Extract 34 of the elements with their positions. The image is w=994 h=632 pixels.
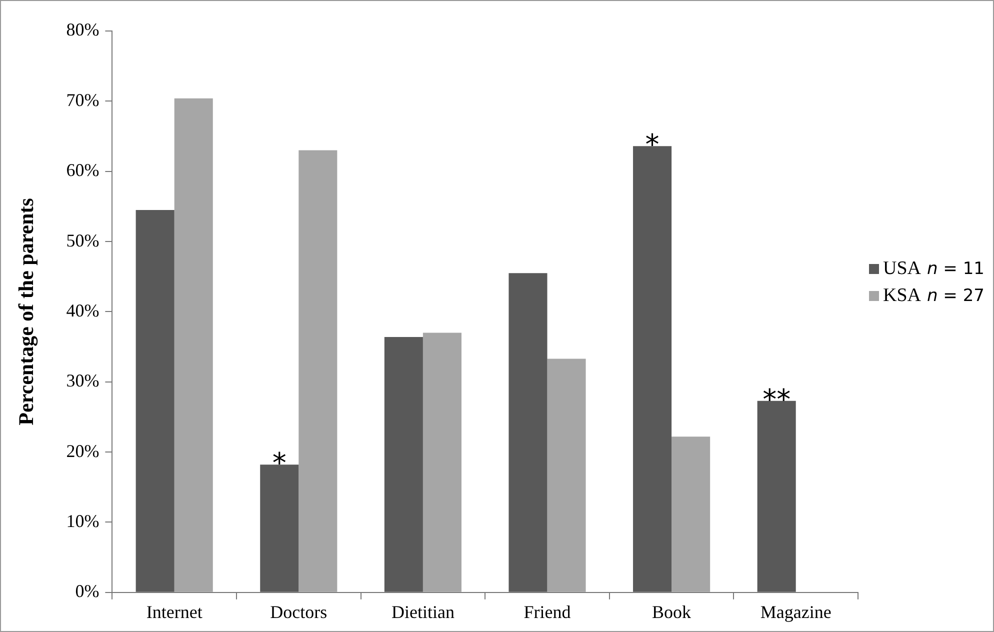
annotation: **: [762, 382, 791, 416]
bar: [298, 150, 338, 592]
x-tick-label: Dietitian: [391, 602, 454, 622]
y-tick-label: 0%: [75, 581, 100, 602]
legend-label: USA: [883, 258, 922, 280]
y-tick-label: 80%: [66, 20, 100, 40]
y-tick-label: 70%: [66, 90, 100, 110]
x-tick-label: Friend: [524, 602, 571, 622]
bar: [757, 400, 796, 592]
text: n = 11: [927, 258, 984, 278]
y-tick-label: 10%: [66, 510, 100, 531]
y-tick-label: 20%: [66, 440, 100, 461]
legend-label: KSA: [883, 284, 922, 306]
bar: [547, 358, 586, 592]
bar: [260, 464, 299, 592]
bar: [508, 273, 548, 592]
y-tick-label: 40%: [66, 300, 100, 320]
bar: [633, 146, 672, 592]
y-tick-label: 50%: [66, 230, 100, 250]
y-axis-title: Percentage of the parents: [14, 198, 38, 426]
bar: [422, 332, 462, 592]
x-tick-label: Magazine: [760, 602, 832, 622]
bar: [384, 336, 423, 592]
x-tick-label: Book: [652, 602, 692, 622]
text: n = 27: [927, 286, 984, 306]
bar: [174, 98, 213, 592]
annotation: *: [645, 128, 660, 162]
annotation: *: [272, 446, 286, 480]
y-tick-label: 30%: [66, 370, 100, 391]
y-tick-label: 60%: [66, 160, 100, 180]
x-tick-label: Doctors: [270, 602, 328, 622]
bar: [136, 210, 174, 592]
bar: [672, 436, 710, 592]
x-tick-label: Internet: [146, 602, 202, 622]
